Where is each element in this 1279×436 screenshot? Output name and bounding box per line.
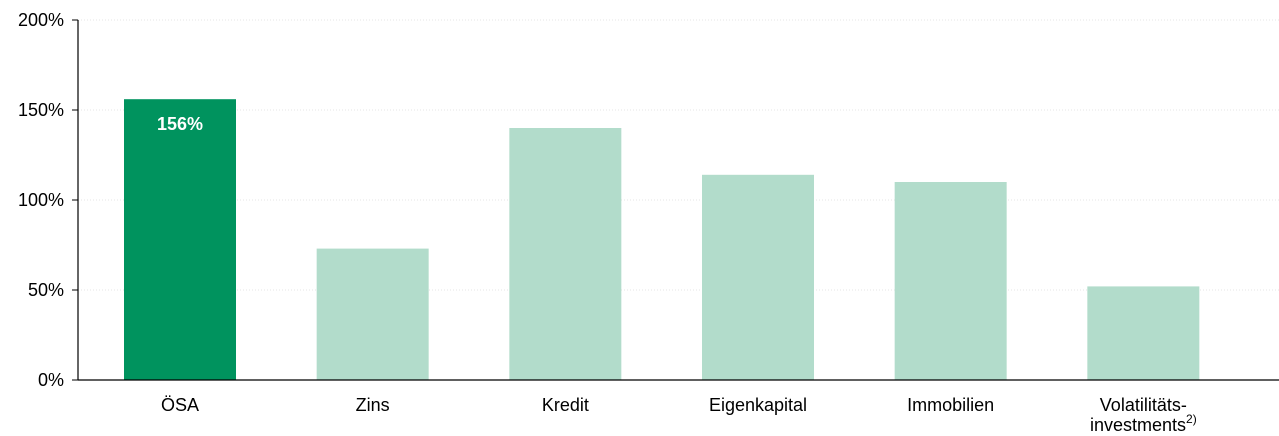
bar-1 — [316, 248, 429, 380]
bar-0 — [124, 99, 236, 380]
x-category-labels: ÖSA Zins Kredit Eigenkapital Immobilien Volat… — [161, 395, 1197, 435]
bar-3 — [702, 174, 814, 380]
bar-2 — [509, 128, 622, 380]
x-category-label: Eigenkapital — [709, 395, 807, 415]
data-labels: 156% — [157, 114, 203, 134]
bar-4 — [894, 182, 1007, 380]
x-category-label: Immobilien — [907, 395, 994, 415]
axes — [72, 19, 1279, 381]
x-category-label: Kredit — [542, 395, 589, 415]
bar-5 — [1087, 286, 1200, 380]
y-tick-label: 50% — [28, 280, 64, 300]
bars — [124, 99, 1200, 380]
y-tick-label: 100% — [18, 190, 64, 210]
y-tick-label: 150% — [18, 100, 64, 120]
x-category-label: Volatilitäts-investments2) — [1090, 395, 1197, 435]
x-category-label: Zins — [356, 395, 390, 415]
y-tick-label: 200% — [18, 10, 64, 30]
gridlines — [78, 19, 1279, 291]
y-tick-labels: 0% 50% 100% 150% 200% — [18, 10, 64, 390]
y-tick-label: 0% — [38, 370, 64, 390]
x-category-label: ÖSA — [161, 395, 199, 415]
data-label: 156% — [157, 114, 203, 134]
